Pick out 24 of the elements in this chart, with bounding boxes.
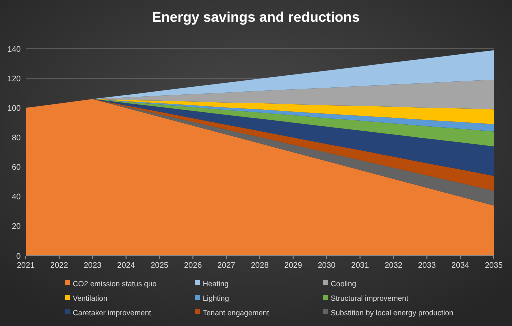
y-tick-label: 40 xyxy=(12,192,22,202)
y-tick-label: 140 xyxy=(8,44,22,54)
x-tick-label: 2028 xyxy=(251,261,270,270)
x-tick-label: 2021 xyxy=(17,261,36,270)
x-tick-label: 2031 xyxy=(351,261,370,270)
x-tick-label: 2034 xyxy=(452,261,470,270)
x-tick-label: 2022 xyxy=(50,261,69,270)
x-tick-label: 2029 xyxy=(284,261,303,270)
x-tick-label: 2024 xyxy=(117,261,136,270)
y-tick-label: 80 xyxy=(12,134,22,143)
x-tick-label: 2032 xyxy=(384,261,404,270)
x-tick-label: 2025 xyxy=(150,261,170,270)
y-tick-label: 120 xyxy=(8,74,22,84)
x-tick-label: 2035 xyxy=(485,261,504,270)
y-tick-label: 20 xyxy=(12,222,22,232)
y-tick-label: 0 xyxy=(16,252,22,261)
y-tick-label: 100 xyxy=(8,104,22,113)
x-tick-label: 2027 xyxy=(218,261,236,270)
x-tick-label: 2023 xyxy=(84,261,102,270)
y-tick-label: 60 xyxy=(12,163,22,172)
x-tick-label: 2026 xyxy=(184,261,203,270)
chart-title: Energy savings and reductions xyxy=(152,9,360,25)
x-tick-label: 2030 xyxy=(318,261,336,270)
x-tick-label: 2033 xyxy=(418,261,437,270)
